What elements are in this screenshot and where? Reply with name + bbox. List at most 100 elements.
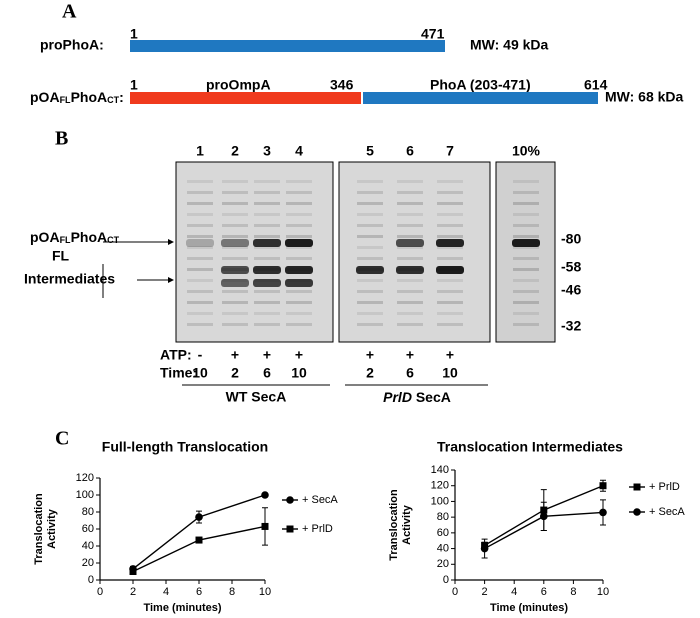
gel-smear [222,301,248,304]
series-line [132,525,266,573]
atp-cell: + [231,347,239,363]
gel-smear [187,301,213,304]
gel-smear [254,213,280,216]
gel-smear [397,213,423,216]
gel-smear [187,246,213,249]
gel [175,161,556,343]
lane-label: 2 [231,143,239,159]
gel-smear [357,191,383,194]
gel-smear [254,257,280,260]
x-axis-label: Time (minutes) [143,602,221,614]
x-tick-label: 2 [130,586,136,598]
label-part: PhoA [71,229,108,245]
y-axis-label-line: Translocation [33,493,45,565]
y-tick-label: 120 [76,472,94,484]
gel-smear [397,191,423,194]
gel-smear [222,290,248,293]
data-marker [129,568,137,575]
gel-smear [254,246,280,249]
phoa-bar [363,92,598,104]
time-cell: 2 [366,365,374,381]
arrow-head [168,239,174,245]
mw-marker: -32 [561,318,581,334]
gel-smear [222,257,248,260]
x-tick-label: 6 [196,586,202,598]
gel-smear [187,268,213,271]
gel-band [436,239,464,247]
gel-smear [222,180,248,183]
group-label-italic: PrlD [383,389,412,405]
gel-smear [397,257,423,260]
chart-title: Full-length Translocation [102,439,268,455]
y-tick-label: 20 [82,557,94,569]
gel-smear [437,213,463,216]
lane-label: 7 [446,143,454,159]
gel-smear [254,235,280,238]
gel-smear [397,301,423,304]
gel-smear [187,323,213,326]
label-part: : [119,89,124,105]
gel-smear [286,213,312,216]
gel-smear [397,235,423,238]
gel-smear [286,180,312,183]
lane-label: 3 [263,143,271,159]
data-marker [195,513,203,521]
time-cell: 6 [406,365,414,381]
y-tick-label: 0 [88,574,94,586]
gel-smear [187,235,213,238]
gel-smear [357,301,383,304]
residue-label: 1 [130,77,138,93]
legend-marker [633,483,641,491]
gel-smear [222,323,248,326]
atp-cell: + [295,347,303,363]
x-tick-label: 10 [597,586,609,598]
legend-label: + PrlD [302,523,333,535]
gel-band [221,266,249,274]
gel-smear [357,312,383,315]
gel-smear [222,312,248,315]
gel-smear [357,235,383,238]
y-tick-label: 20 [437,558,449,570]
legend-label: + SecA [302,494,338,506]
label-subscript: FL [60,235,71,245]
y-axis-label-line: Translocation [388,489,400,561]
row-label: Time: [160,365,197,381]
time-cell: 6 [263,365,271,381]
gel-smear [286,246,312,249]
time-cell: 10 [291,365,307,381]
label-part: pOA [30,89,60,105]
group-label: PrlD SecA [383,389,451,405]
atp-cell: + [446,347,454,363]
gel-band [186,239,214,247]
gel-smear [397,290,423,293]
legend-label: + PrlD [649,481,680,493]
gel-smear [222,224,248,227]
proompa-bar [130,92,361,104]
mw-label: MW: 49 kDa [470,37,549,53]
mw-marker: -46 [561,282,581,298]
gel-smear [187,191,213,194]
gel-smear [187,180,213,183]
x-tick-label: 10 [259,586,271,598]
gel-smear [397,180,423,183]
y-tick-label: 60 [82,523,94,535]
group-label-rest: SecA [416,389,451,405]
time-cell: 10 [442,365,458,381]
time-cell: 10 [192,365,208,381]
y-tick-label: 40 [82,540,94,552]
gel-smear [437,202,463,205]
arrow-head [168,277,174,283]
gel-band [512,239,540,247]
gel-smear [286,323,312,326]
gel-smear [187,224,213,227]
gel-smear [437,246,463,249]
gel-smear [222,235,248,238]
gel-smear [513,235,539,238]
panel-letter: A [62,1,77,23]
gel-smear [513,202,539,205]
label-part: pOA [30,229,60,245]
legend-marker [633,508,641,516]
gel-smear [513,279,539,282]
gel-smear [286,235,312,238]
x-tick-label: 4 [511,586,517,598]
